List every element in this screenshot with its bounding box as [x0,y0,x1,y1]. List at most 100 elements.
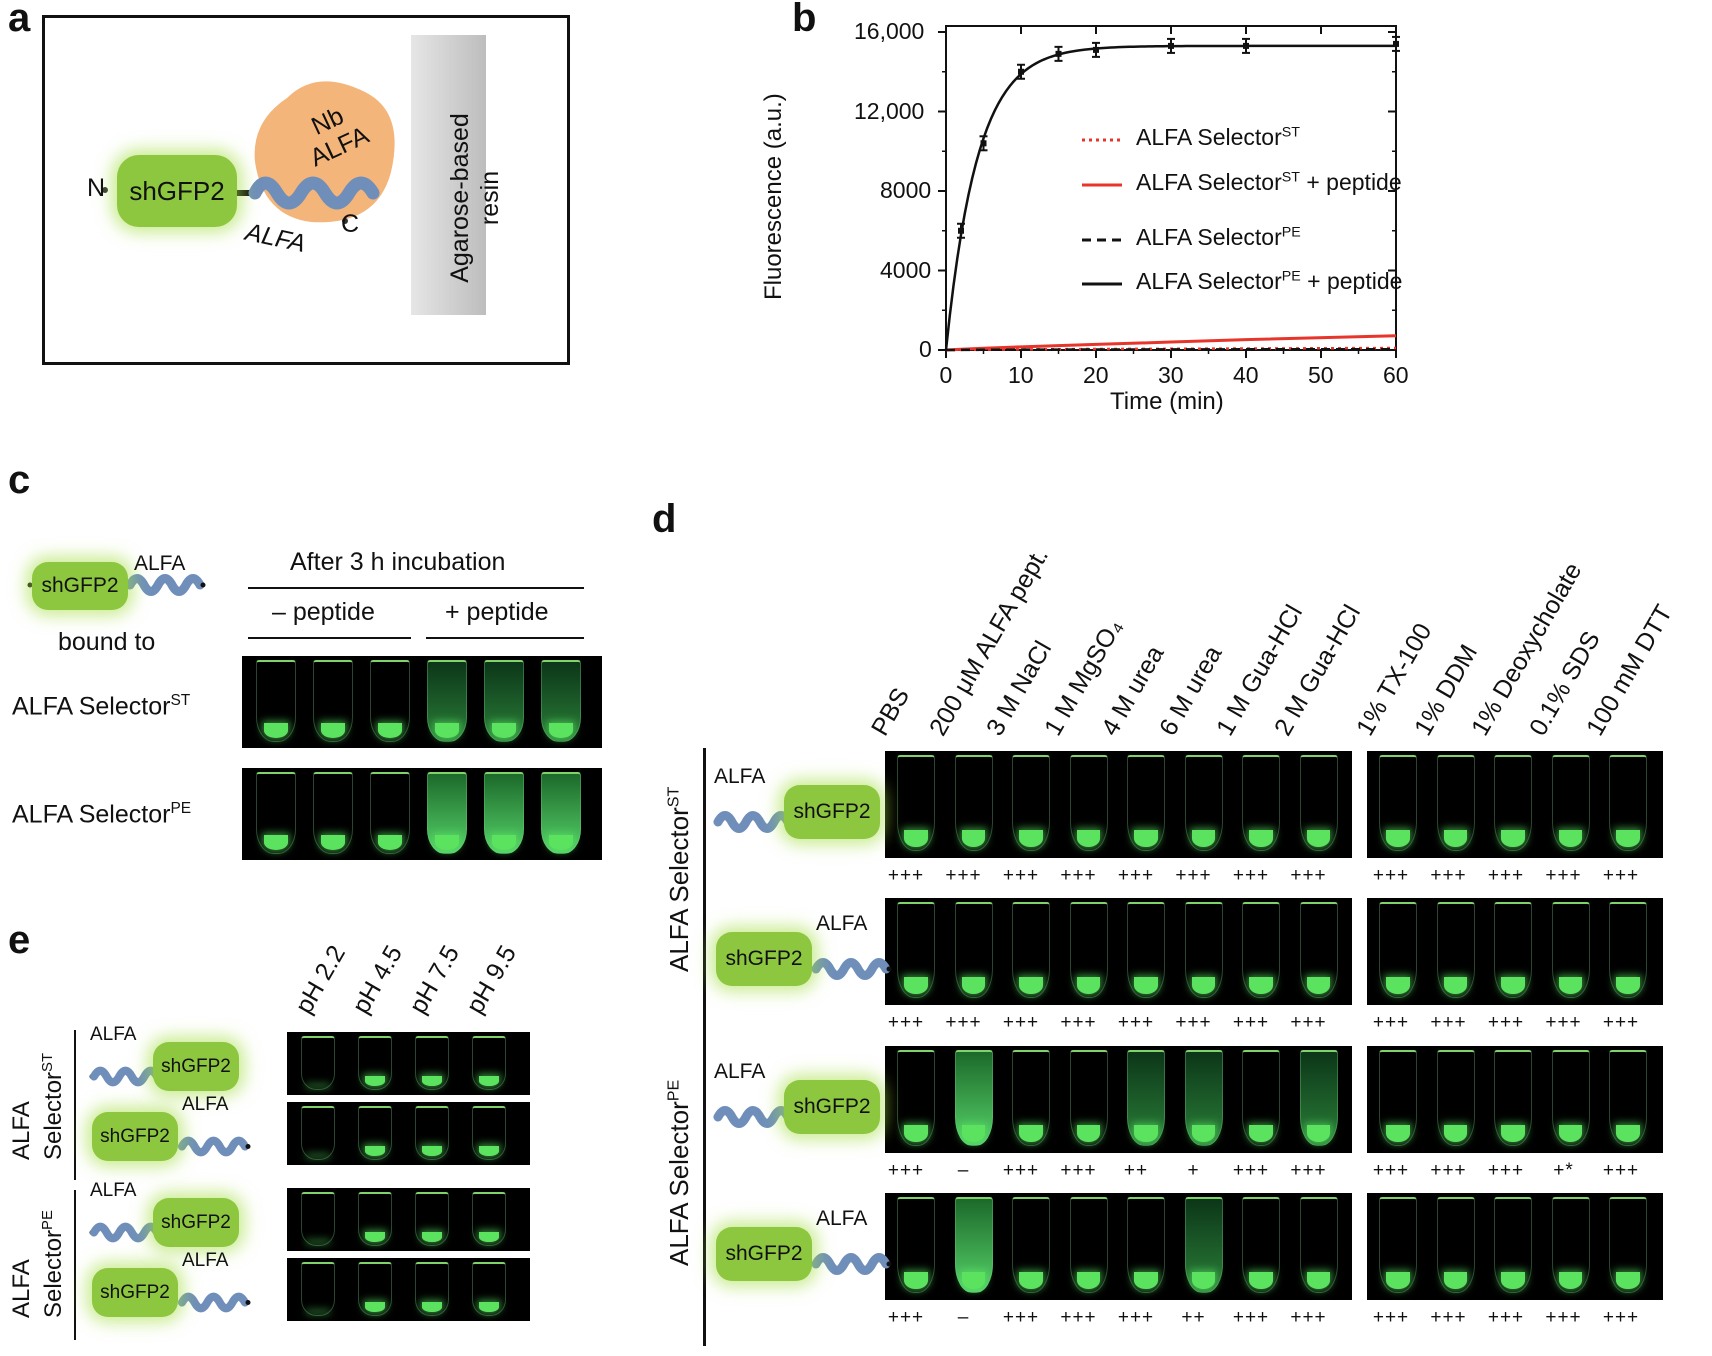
tube-pellet [1306,977,1331,994]
tube [301,1036,335,1090]
stability-mark: +++ [1487,1160,1525,1181]
tube [472,1262,506,1316]
stability-mark: +++ [1430,1160,1467,1181]
y-tick-label: 8000 [880,177,932,203]
stability-mark: +++ [1430,865,1467,886]
panel-d-construct-1-gfp: shGFP2 [716,932,812,986]
tube-pellet [434,835,460,850]
panel-d-construct-3-helix [811,1253,891,1275]
tube-pellet [263,723,289,738]
tube [1069,755,1108,851]
panel-d-construct-1-drawing [811,958,892,980]
tube-pellet [1076,977,1101,994]
tube-pellet [1191,977,1216,994]
panel-c-tubes-st [242,656,602,748]
tube [1494,1197,1532,1293]
y-tick-label: 4000 [880,256,932,283]
stability-mark: +++ [1602,1012,1640,1033]
tube-pellet [320,835,346,850]
panel-e-construct-1-gfp: shGFP2 [92,1112,178,1161]
tube-pellet [1306,830,1331,847]
panel-d-group-st: ALFA SelectorST [664,786,694,972]
stability-mark: +++ [1372,1307,1410,1328]
tube-pellet [1443,830,1468,847]
tube-pellet [421,1076,443,1086]
tube [1012,755,1050,851]
tube-pellet [1558,1272,1583,1289]
ph-header: pH 7.5 [403,940,465,1019]
tube-pellet [364,1076,386,1086]
stability-mark: +++ [1372,1160,1410,1181]
tube-pellet [478,1232,500,1242]
tube [358,1036,392,1090]
stability-mark: – [957,1307,970,1328]
panel-c-tag-label: ALFA [134,552,186,575]
stability-mark: +++ [887,865,925,886]
alfa-tag-helix [248,176,380,210]
tube-pellet [1249,1272,1273,1289]
stability-mark: +++ [1060,1012,1097,1033]
stability-mark: +++ [1002,1012,1040,1033]
tube [1379,1050,1417,1146]
stability-mark: +++ [1602,865,1640,886]
tube [954,1197,993,1293]
tube [301,1106,335,1160]
tube-pellet [1501,830,1525,847]
y-tick-label: 12,000 [854,97,925,124]
stability-mark: +++ [1117,1012,1155,1033]
tube-pellet [1134,1272,1158,1289]
panel-label-d: d [652,497,677,541]
tube-pellet [478,1076,500,1086]
x-tick-label: 10 [1008,362,1034,388]
stability-mark: +++ [1372,1012,1410,1033]
panel-d-construct-2-tag-label: ALFA [714,1060,766,1083]
panel-d-construct-1-helix [811,958,891,980]
tube [1609,1197,1647,1293]
tube-pellet [1191,830,1216,847]
c-terminus-label: C [341,210,360,238]
tube [358,1106,392,1160]
tube [541,772,581,854]
tube-pellet [1076,1125,1101,1142]
stability-mark: +++ [1232,1160,1270,1181]
stability-mark: +++ [1290,1160,1327,1181]
tube [427,660,467,742]
panel-d-construct-2-helix [713,1106,793,1128]
tube [1609,755,1647,851]
tube-pellet [904,830,928,847]
tube-pellet [364,1302,386,1312]
tube-pellet [1019,977,1043,994]
tube-pellet [1134,830,1158,847]
stability-mark: +++ [945,1012,982,1033]
tube [1436,902,1475,998]
tube [1184,1197,1223,1293]
panel-d-construct-0-helix [713,811,793,833]
panel-label-e: e [8,918,31,962]
tube [1494,902,1532,998]
chart-ylabel: Fluorescence (a.u.) [760,93,787,300]
stability-mark: +++ [1602,1160,1640,1181]
tube-pellet [904,977,928,994]
panel-d-construct-0-gfp: shGFP2 [784,785,880,839]
panel-e-construct-0-drawing [89,1066,162,1087]
panel-e-construct-3-tag-label: ALFA [182,1250,229,1271]
panel-e-construct-1-drawing [177,1136,251,1157]
tube [1012,1050,1050,1146]
tube-pellet [1306,1125,1331,1142]
panel-d-tubes-right-3 [1367,1193,1663,1300]
panel-c-minus-peptide: – peptide [272,598,375,626]
tube [1551,755,1590,851]
tube-pellet [1443,977,1468,994]
tube [1242,1197,1280,1293]
stability-mark: +++ [1290,1307,1327,1328]
panel-e-group-pe: ALFA SelectorPE [8,1210,67,1318]
stability-mark: +++ [1117,865,1155,886]
tube [472,1036,506,1090]
panel-c-header: After 3 h incubation [290,548,506,576]
tube [256,660,296,742]
tube [472,1192,506,1246]
tube-pellet [961,977,986,994]
stability-mark: +++ [1175,1012,1212,1033]
tube [358,1192,392,1246]
panel-e-tubes-3 [287,1258,530,1321]
